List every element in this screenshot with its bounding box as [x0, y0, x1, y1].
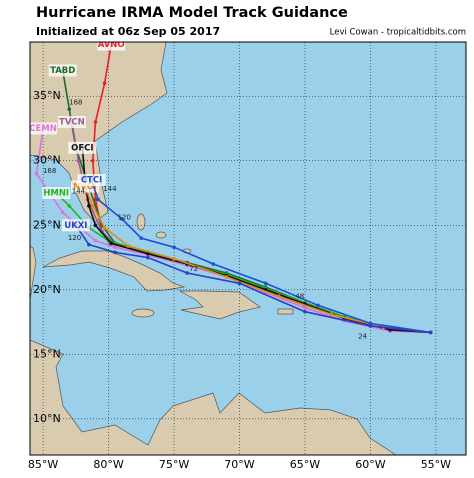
- label-box: [68, 141, 97, 154]
- model-track: [90, 179, 431, 334]
- bahamas: [155, 231, 167, 239]
- forecast-hour-label: 120: [118, 214, 131, 222]
- model-label: TABD: [50, 66, 75, 76]
- track-point: [76, 158, 81, 163]
- track-point: [146, 251, 150, 256]
- track-point: [67, 204, 72, 208]
- lat-labels: 10°N 15°N 20°N 25°N 30°N 35°N: [33, 89, 61, 425]
- label-box: [30, 122, 58, 135]
- track-point: [303, 306, 307, 310]
- track-point: [139, 236, 144, 240]
- track-point: [428, 330, 433, 335]
- track-point: [91, 158, 95, 163]
- label-box: [97, 42, 126, 51]
- track-point: [237, 281, 242, 286]
- yucatan: [30, 245, 37, 301]
- model-label: TVCN: [59, 118, 85, 128]
- track-point: [126, 244, 130, 248]
- label-box: [48, 64, 77, 77]
- track-point: [93, 197, 98, 202]
- track-point: [113, 250, 117, 255]
- track-point: [91, 204, 95, 208]
- track-point: [276, 294, 281, 299]
- model-label: UKXI: [64, 221, 87, 231]
- label-box: [57, 116, 86, 129]
- credit: Levi Cowan - tropicaltidbits.com: [330, 28, 466, 38]
- track-point: [119, 217, 124, 221]
- track-point: [93, 223, 98, 228]
- track-point: [211, 262, 216, 266]
- lat-tick-label: 20°N: [33, 283, 61, 296]
- lon-tick-label: 85°W: [28, 458, 58, 471]
- map-frame: [29, 41, 467, 456]
- lat-tick-label: 35°N: [33, 89, 61, 102]
- lat-tick-label: 30°N: [33, 154, 61, 167]
- track-point: [67, 107, 72, 111]
- track-point: [316, 303, 320, 308]
- us-mainland: [30, 42, 168, 223]
- lon-tick-label: 55°W: [421, 458, 451, 471]
- subtitle: Initialized at 06z Sep 05 2017: [36, 25, 220, 38]
- track-point: [109, 241, 113, 246]
- lon-tick-label: 70°W: [224, 458, 254, 471]
- forecast-hour-label: 48: [295, 292, 304, 300]
- forecast-hour-label: 168: [69, 99, 82, 107]
- central-south-america: [30, 339, 398, 455]
- label-box: [61, 219, 90, 232]
- model-label: OFCI: [71, 143, 93, 153]
- forecast-hour-label: 24: [358, 332, 367, 340]
- label-box: [77, 174, 106, 187]
- track-point: [146, 255, 150, 260]
- hispaniola: [178, 290, 261, 320]
- model-label: AVNO: [98, 40, 125, 50]
- track-point: [102, 81, 107, 86]
- track-point: [172, 257, 176, 261]
- lon-tick-label: 80°W: [93, 458, 123, 471]
- map-area: AVNOTABDTVCNCEMNHMNIOFCINVGICTCIUKXI1681…: [29, 40, 466, 455]
- title: Hurricane IRMA Model Track Guidance: [36, 5, 348, 21]
- lon-tick-label: 75°W: [159, 458, 189, 471]
- model-label: HMNI: [43, 189, 69, 199]
- track-point: [263, 281, 268, 286]
- track-point: [96, 197, 100, 202]
- cuba: [42, 250, 186, 292]
- lat-tick-label: 15°N: [33, 347, 61, 360]
- track-point: [368, 321, 373, 326]
- forecast-hour-label: 168: [43, 167, 56, 175]
- model-label: CEMN: [29, 124, 57, 134]
- track-point: [368, 324, 373, 328]
- lon-labels: 85°W 80°W 75°W 70°W 65°W 60°W 55°W: [28, 458, 451, 471]
- track-point: [87, 204, 91, 208]
- forecast-hour-label: 72: [189, 265, 198, 273]
- forecast-hour-label: 144: [72, 188, 86, 196]
- jamaica: [131, 308, 155, 318]
- track-point: [224, 275, 229, 279]
- track-point: [172, 245, 176, 250]
- track-point: [329, 312, 333, 317]
- lat-tick-label: 10°N: [33, 412, 61, 425]
- track-point: [87, 242, 91, 247]
- label-box: [42, 187, 71, 200]
- lat-tick-label: 25°N: [33, 218, 61, 231]
- track-point: [185, 271, 189, 275]
- track-point: [93, 238, 98, 243]
- model-track: [84, 186, 431, 334]
- forecast-hour-label: 144: [103, 185, 117, 193]
- track-point: [60, 210, 65, 215]
- puerto-rico: [277, 308, 294, 315]
- track-point: [93, 120, 98, 124]
- track-point: [34, 171, 39, 176]
- track-point: [303, 309, 307, 314]
- track-point: [113, 245, 117, 250]
- model-label: NVGI: [73, 182, 97, 192]
- track-point: [102, 226, 107, 230]
- bahamas: [136, 213, 146, 231]
- lon-tick-label: 60°W: [355, 458, 385, 471]
- model-label: CTCI: [81, 176, 102, 186]
- lon-tick-label: 65°W: [290, 458, 320, 471]
- forecast-hour-label: 120: [68, 234, 81, 242]
